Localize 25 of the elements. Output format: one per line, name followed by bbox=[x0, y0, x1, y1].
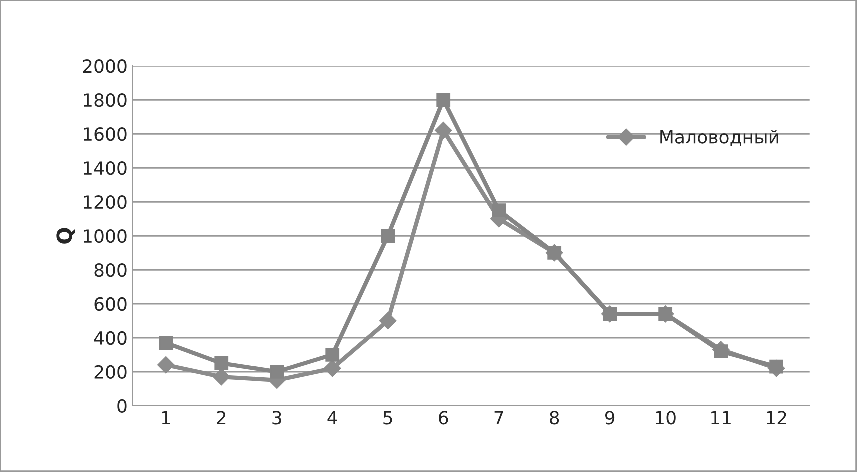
y-tick-label: 1200 bbox=[84, 195, 127, 210]
x-tick-label: 8 bbox=[550, 411, 560, 425]
x-tick-label: 6 bbox=[439, 411, 448, 425]
y-tick-label: 1800 bbox=[84, 94, 127, 108]
y-axis-title: Q bbox=[56, 228, 76, 244]
legend-label: Маловодный bbox=[660, 130, 778, 146]
y-tick-label: 1400 bbox=[84, 161, 127, 176]
x-tick-label: 4 bbox=[328, 411, 338, 424]
x-tick-label: 12 bbox=[767, 411, 786, 424]
y-tick-label: 0 bbox=[118, 399, 127, 414]
x-tick-label: 10 bbox=[656, 411, 676, 425]
x-tick-label: 7 bbox=[494, 411, 504, 424]
x-tick-label: 3 bbox=[272, 411, 282, 425]
y-tick-label: 200 bbox=[94, 365, 127, 380]
x-tick-label: 11 bbox=[712, 411, 731, 424]
x-tick-label: 9 bbox=[605, 411, 615, 425]
y-tick-label: 2000 bbox=[83, 60, 127, 74]
x-tick-label: 1 bbox=[162, 411, 170, 424]
y-tick-label: 400 bbox=[94, 331, 127, 346]
y-tick-label: 1600 bbox=[84, 128, 127, 142]
y-tick-label: 1000 bbox=[84, 229, 127, 244]
x-tick-label: 5 bbox=[384, 411, 392, 425]
y-tick-label: 600 bbox=[94, 297, 127, 312]
y-tick-label: 800 bbox=[94, 263, 127, 278]
x-tick-label: 2 bbox=[217, 411, 226, 424]
